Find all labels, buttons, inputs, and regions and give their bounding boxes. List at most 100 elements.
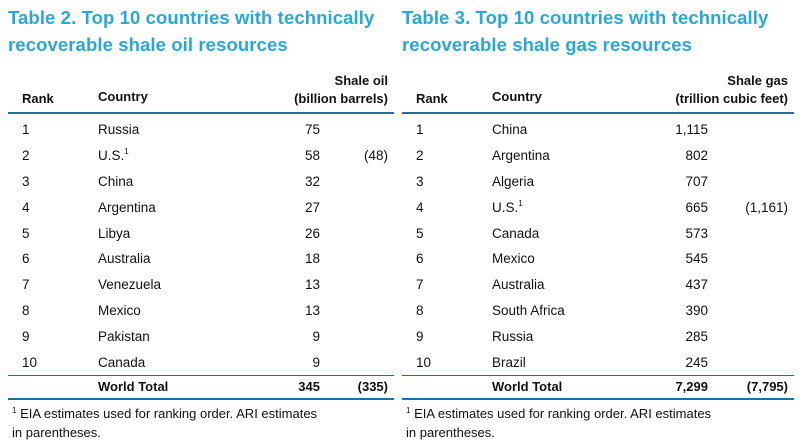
table-row: 3 Algeria 707 — [402, 170, 794, 196]
table-row: 8 Mexico 13 — [8, 299, 394, 325]
column-header-rank: Rank — [416, 91, 448, 106]
total-value: 7,299 — [675, 379, 708, 394]
rank-cell-text: 2 — [22, 147, 30, 163]
rank-cell: 6 — [416, 251, 424, 266]
rank-cell-text: 5 — [22, 225, 30, 241]
country-cell-text: Pakistan — [98, 329, 150, 345]
value-cell: 26 — [305, 226, 320, 241]
country-cell: Canada — [98, 355, 145, 370]
country-cell: Canada — [492, 226, 539, 241]
footnote-mark: 1 — [12, 406, 17, 415]
value-cell-text: 26 — [304, 225, 320, 241]
rank-cell-text: 8 — [416, 303, 424, 319]
rank-cell: 1 — [416, 122, 424, 137]
alt-value-cell: (48) — [364, 148, 388, 163]
value-cell-text: 285 — [685, 329, 708, 345]
country-cell-text: China — [98, 173, 134, 189]
country-cell-text: Argentina — [492, 147, 550, 163]
table-row: 5 Canada 573 — [402, 222, 794, 248]
country-cell-text: Australia — [492, 277, 545, 293]
country-cell-text: U.S. — [492, 199, 519, 215]
shale-oil-table: Table 2. Top 10 countries with technical… — [8, 0, 394, 445]
country-cell-text: Canada — [492, 225, 540, 241]
rank-cell: 8 — [416, 303, 424, 318]
country-cell: Venezuela — [98, 277, 161, 292]
country-cell: Algeria — [492, 174, 534, 189]
title-line-1: Table 2. Top 10 countries with technical… — [8, 7, 375, 28]
title-line-2: recoverable shale oil resources — [8, 34, 288, 55]
rank-cell: 2 — [416, 148, 424, 163]
value-cell: 665 — [685, 200, 708, 215]
table-row: 4 U.S.1 665 (1,161) — [402, 196, 794, 222]
table-title: Table 2. Top 10 countries with technical… — [8, 0, 394, 58]
value-cell-text: 75 — [304, 122, 320, 137]
value-cell: 18 — [305, 251, 320, 266]
table-row: 6 Australia 18 — [8, 247, 394, 273]
total-row: World Total 345 (335) — [8, 376, 394, 398]
country-cell: Mexico — [98, 303, 141, 318]
country-cell: Mexico — [492, 251, 535, 266]
table-row: 9 Pakistan 9 — [8, 325, 394, 351]
table-row: 3 China 32 — [8, 170, 394, 196]
title-line-2: recoverable shale gas resources — [402, 34, 693, 55]
country-cell-text: Russia — [98, 122, 140, 137]
rank-cell: 9 — [22, 329, 30, 344]
value-cell: 1,115 — [675, 122, 708, 137]
rank-cell: 3 — [22, 174, 30, 189]
rank-cell-text: 1 — [22, 122, 30, 137]
table-row: 1 Russia 75 — [8, 118, 394, 144]
total-alt-value: (7,795) — [746, 379, 788, 394]
value-cell-text: 13 — [304, 303, 320, 319]
table-row: 10 Canada 9 — [8, 351, 394, 377]
country-cell: Argentina — [98, 200, 156, 215]
rank-cell-text: 1 — [416, 122, 424, 137]
country-cell-text: Venezuela — [98, 277, 162, 293]
rank-cell: 5 — [416, 226, 424, 241]
table-body: 1 Russia 75 2 U.S.1 58 (48) 3 China 32 4 Argentina 2… — [8, 118, 394, 377]
rank-cell: 7 — [22, 277, 30, 292]
value-cell-text: 27 — [304, 199, 320, 215]
value-cell: 285 — [685, 329, 708, 344]
table-header: Rank Country Shale gas (trillion cubic f… — [402, 68, 794, 112]
header-rule — [8, 112, 394, 114]
value-cell-text: 437 — [685, 277, 708, 293]
value-cell-text: 9 — [312, 355, 320, 371]
rank-cell-text: 3 — [22, 173, 30, 189]
value-cell-text: 545 — [685, 251, 708, 267]
country-cell-text: Australia — [98, 251, 151, 267]
country-cell: Libya — [98, 226, 130, 241]
country-cell-text: China — [492, 122, 528, 137]
footnote-mark: 1 — [406, 406, 411, 415]
value-cell-text: 802 — [685, 147, 708, 163]
value-cell-text: 665 — [685, 199, 708, 215]
country-cell-text: South Africa — [492, 303, 565, 319]
column-header-value-line-1: Shale gas — [727, 73, 788, 88]
country-cell: Australia — [492, 277, 545, 292]
country-cell: South Africa — [492, 303, 565, 318]
total-value: 345 — [298, 379, 320, 394]
value-cell: 9 — [312, 329, 320, 344]
value-cell: 802 — [685, 148, 708, 163]
country-cell: Australia — [98, 251, 151, 266]
value-cell-text: 9 — [312, 329, 320, 345]
table-row: 7 Venezuela 13 — [8, 273, 394, 299]
country-cell-text: Algeria — [492, 173, 535, 189]
footnote-line-1: EIA estimates used for ranking order. AR… — [20, 406, 318, 421]
total-label: World Total — [492, 379, 563, 394]
value-cell: 32 — [305, 174, 320, 189]
value-cell-text: 18 — [304, 251, 320, 267]
value-cell-text: 245 — [685, 355, 708, 371]
country-cell: U.S.1 — [492, 199, 523, 215]
footnote: 1 EIA estimates used for ranking order. … — [12, 404, 382, 442]
value-cell: 75 — [305, 122, 320, 137]
rank-cell-text: 10 — [22, 355, 38, 371]
rank-cell: 2 — [22, 148, 30, 163]
rank-cell-text: 9 — [22, 329, 30, 345]
value-cell: 573 — [685, 226, 708, 241]
column-header-rank: Rank — [22, 91, 54, 106]
rank-cell: 5 — [22, 226, 30, 241]
rank-cell: 8 — [22, 303, 30, 318]
column-header-value-line-2: (trillion cubic feet) — [675, 91, 788, 106]
table-row: 4 Argentina 27 — [8, 196, 394, 222]
total-rule-bottom — [8, 398, 394, 400]
